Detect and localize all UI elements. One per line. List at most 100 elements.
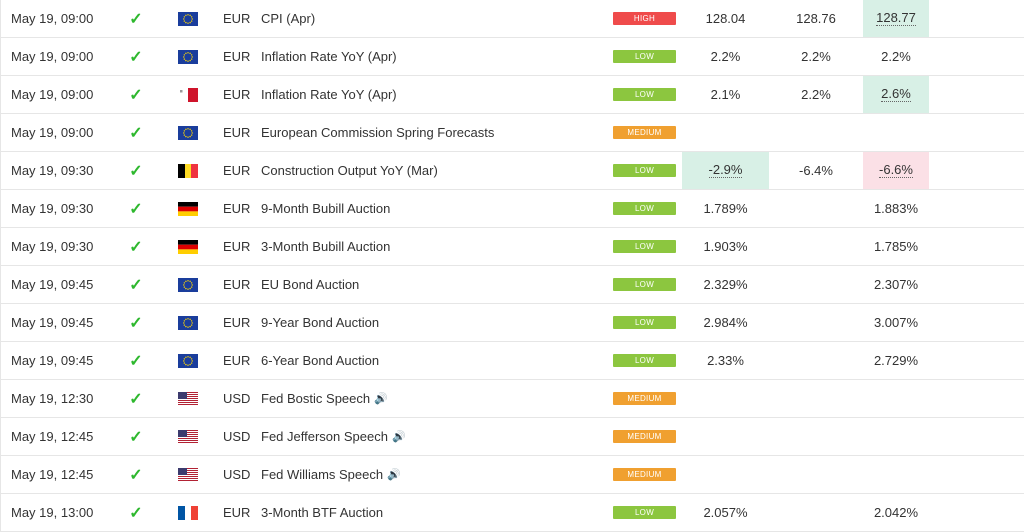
eu-flag-icon <box>177 304 199 341</box>
actual-value-cell: 128.04 <box>682 0 769 37</box>
forecast-value-cell <box>776 380 856 417</box>
forecast-value-cell <box>776 456 856 493</box>
actual-value: 2.984% <box>703 315 748 330</box>
importance-badge: LOW <box>613 506 676 519</box>
actual-value-cell: -2.9% <box>682 152 769 189</box>
actual-value-cell: 2.2% <box>682 38 769 75</box>
previous-value-cell: 2.2% <box>863 38 929 75</box>
importance-badge: MEDIUM <box>613 126 676 139</box>
forecast-value-cell <box>776 228 856 265</box>
table-row[interactable]: May 19, 12:45 ✓ USD Fed Williams Speech … <box>0 456 1024 494</box>
checkmark-icon: ✓ <box>129 390 143 408</box>
event-time: May 19, 12:45 <box>11 467 94 482</box>
table-row[interactable]: May 19, 09:45 ✓ EUR 9-Year Bond Auction … <box>0 304 1024 342</box>
previous-value: 2.2% <box>881 49 911 64</box>
table-row[interactable]: May 19, 09:00 ✓ EUR Inflation Rate YoY (… <box>0 38 1024 76</box>
checkmark-icon: ✓ <box>129 48 143 66</box>
checkmark-icon: ✓ <box>129 276 143 294</box>
table-row[interactable]: May 19, 09:30 ✓ EUR 3-Month Bubill Aucti… <box>0 228 1024 266</box>
importance-cell: HIGH <box>613 0 676 37</box>
actual-value-cell <box>682 380 769 417</box>
event-name: 9-Month Bubill Auction <box>261 201 391 216</box>
previous-value-cell <box>863 114 929 151</box>
actual-value: 2.1% <box>710 87 741 102</box>
actual-value-cell: 2.057% <box>682 494 769 531</box>
currency-code: EUR <box>223 315 251 330</box>
importance-cell: MEDIUM <box>613 380 676 417</box>
event-name-link[interactable]: CPI (Apr) <box>261 0 601 37</box>
actual-value: 1.789% <box>703 201 748 216</box>
actual-value: 128.04 <box>705 11 746 26</box>
table-row[interactable]: May 19, 13:00 ✓ EUR 3-Month BTF Auction … <box>0 494 1024 532</box>
actual-value-cell: 1.789% <box>682 190 769 227</box>
event-name-link[interactable]: Inflation Rate YoY (Apr) <box>261 76 601 113</box>
forecast-value: -6.4% <box>799 163 833 178</box>
checkmark-icon: ✓ <box>129 466 143 484</box>
table-row[interactable]: May 19, 09:30 ✓ EUR 9-Month Bubill Aucti… <box>0 190 1024 228</box>
event-name-link[interactable]: Fed Jefferson Speech 🔊 <box>261 418 601 455</box>
actual-value: 2.33% <box>707 353 744 368</box>
actual-value: 2.2% <box>710 49 741 64</box>
table-row[interactable]: May 19, 09:00 ✓ EUR CPI (Apr) HIGH 128.0… <box>0 0 1024 38</box>
forecast-value-cell <box>776 494 856 531</box>
eu-flag-icon <box>177 266 199 303</box>
event-name-link[interactable]: European Commission Spring Forecasts <box>261 114 601 151</box>
event-time: May 19, 12:30 <box>11 391 94 406</box>
event-time: May 19, 13:00 <box>11 505 94 520</box>
event-name-link[interactable]: 3-Month Bubill Auction <box>261 228 601 265</box>
importance-badge: LOW <box>613 354 676 367</box>
table-row[interactable]: May 19, 12:45 ✓ USD Fed Jefferson Speech… <box>0 418 1024 456</box>
event-name-link[interactable]: 6-Year Bond Auction <box>261 342 601 379</box>
previous-value: 2.307% <box>873 277 919 292</box>
importance-badge: LOW <box>613 202 676 215</box>
event-time: May 19, 09:00 <box>11 87 94 102</box>
actual-value: 2.057% <box>703 505 748 520</box>
speaker-icon: 🔊 <box>387 469 401 481</box>
eu-flag-icon <box>177 342 199 379</box>
event-time: May 19, 09:30 <box>11 163 94 178</box>
checkmark-icon: ✓ <box>129 10 143 28</box>
actual-value-cell: 2.33% <box>682 342 769 379</box>
us-flag-icon <box>177 456 199 493</box>
table-row[interactable]: May 19, 09:45 ✓ EUR 6-Year Bond Auction … <box>0 342 1024 380</box>
event-name-link[interactable]: Construction Output YoY (Mar) <box>261 152 601 189</box>
speaker-icon: 🔊 <box>391 431 406 443</box>
table-row[interactable]: May 19, 09:00 ✓ EUR Inflation Rate YoY (… <box>0 76 1024 114</box>
table-row[interactable]: May 19, 12:30 ✓ USD Fed Bostic Speech 🔊 … <box>0 380 1024 418</box>
event-name: Fed Williams Speech <box>261 467 384 482</box>
event-name: Inflation Rate YoY (Apr) <box>261 87 397 102</box>
previous-value: 1.785% <box>873 239 919 254</box>
event-time: May 19, 09:00 <box>11 11 94 26</box>
previous-value-cell: 3.007% <box>863 304 929 341</box>
event-name-link[interactable]: EU Bond Auction <box>261 266 601 303</box>
event-time: May 19, 09:00 <box>11 125 94 140</box>
event-name-link[interactable]: Inflation Rate YoY (Apr) <box>261 38 601 75</box>
table-row[interactable]: May 19, 09:30 ✓ EUR Construction Output … <box>0 152 1024 190</box>
previous-value: -6.6% <box>879 162 913 178</box>
checkmark-icon: ✓ <box>129 200 143 218</box>
table-row[interactable]: May 19, 09:45 ✓ EUR EU Bond Auction LOW … <box>0 266 1024 304</box>
event-name-link[interactable]: Fed Bostic Speech 🔊 <box>261 380 601 417</box>
actual-value: 2.329% <box>703 277 748 292</box>
actual-value-cell <box>682 456 769 493</box>
forecast-value-cell: 2.2% <box>776 76 856 113</box>
importance-cell: LOW <box>613 342 676 379</box>
importance-badge: LOW <box>613 240 676 253</box>
event-name-link[interactable]: Fed Williams Speech 🔊 <box>261 456 601 493</box>
event-name: Inflation Rate YoY (Apr) <box>261 49 397 64</box>
previous-value: 2.729% <box>873 353 919 368</box>
table-row[interactable]: May 19, 09:00 ✓ EUR European Commission … <box>0 114 1024 152</box>
actual-value-cell: 1.903% <box>682 228 769 265</box>
importance-badge: HIGH <box>613 12 676 25</box>
importance-cell: MEDIUM <box>613 456 676 493</box>
checkmark-icon: ✓ <box>129 124 143 142</box>
actual-value-cell: 2.1% <box>682 76 769 113</box>
previous-value-cell: 128.77 <box>863 0 929 37</box>
event-name-link[interactable]: 9-Year Bond Auction <box>261 304 601 341</box>
event-name-link[interactable]: 9-Month Bubill Auction <box>261 190 601 227</box>
event-name: Fed Bostic Speech <box>261 391 371 406</box>
importance-badge: LOW <box>613 316 676 329</box>
checkmark-icon: ✓ <box>129 86 143 104</box>
event-name-link[interactable]: 3-Month BTF Auction <box>261 494 601 531</box>
previous-value: 2.042% <box>873 505 919 520</box>
